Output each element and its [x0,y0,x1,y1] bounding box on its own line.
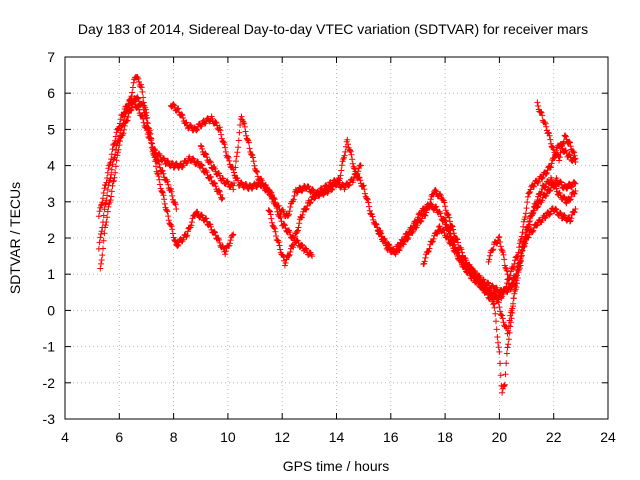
x-tick-label: 24 [600,429,616,445]
series-track-5 [197,113,364,220]
series-track-10 [485,233,519,291]
series-track-4 [167,101,316,260]
series-markers [485,233,519,291]
y-tick-label: 4 [47,158,55,174]
y-tick-label: 0 [47,302,55,318]
x-tick-label: 22 [546,429,562,445]
x-axis-label: GPS time / hours [283,458,390,474]
x-tick-label: 16 [383,429,399,445]
x-tick-label: 14 [329,429,345,445]
series-markers [442,174,579,298]
x-tick-label: 18 [437,429,453,445]
series-markers [197,113,364,220]
y-tick-label: -1 [43,339,56,355]
series-track-6 [265,136,579,305]
x-tick-label: 10 [220,429,236,445]
series-markers [265,136,579,305]
x-tick-label: 12 [274,429,290,445]
series-track-11 [534,99,579,164]
data-series [95,74,579,396]
y-tick-label: 1 [47,266,55,282]
y-tick-label: -2 [43,375,56,391]
y-tick-label: 2 [47,230,55,246]
x-tick-label: 8 [170,429,178,445]
y-tick-label: 6 [47,85,55,101]
x-tick-label: 6 [115,429,123,445]
x-tick-label: 4 [61,429,69,445]
y-tick-label: 7 [47,49,55,65]
y-tick-label: -3 [43,411,56,427]
y-tick-label: 3 [47,194,55,210]
y-tick-label: 5 [47,121,55,137]
series-markers [95,96,226,220]
series-markers [167,101,316,260]
series-markers [534,99,579,164]
x-tick-label: 20 [492,429,508,445]
chart-title: Day 183 of 2014, Sidereal Day-to-day VTE… [78,21,588,37]
series-track-3 [95,96,226,220]
series-track-9 [442,174,579,298]
y-axis-label: SDTVAR / TECUs [7,182,23,294]
